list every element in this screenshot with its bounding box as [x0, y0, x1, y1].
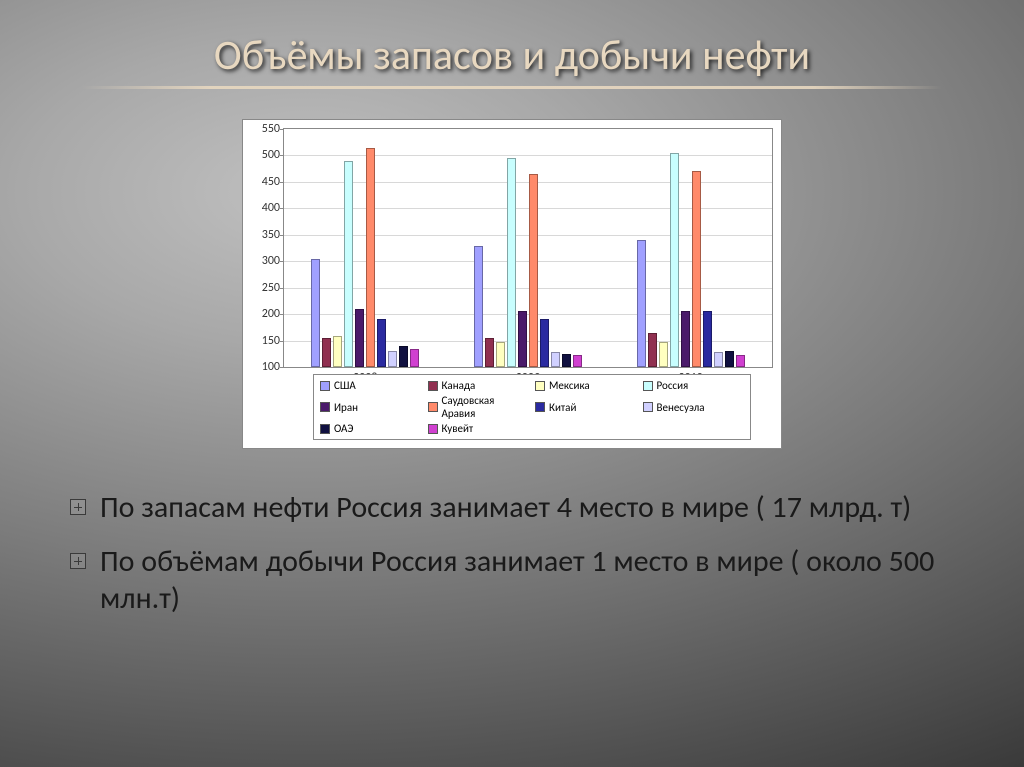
bar: [496, 342, 505, 367]
bar: [540, 319, 549, 367]
list-item: По запасам нефти Россия занимает 4 место…: [70, 489, 954, 527]
legend-item: Иран: [320, 394, 422, 420]
legend-item: США: [320, 379, 422, 392]
bar-group: 2009: [447, 129, 610, 367]
legend-swatch: [643, 402, 653, 412]
legend-label: Мексика: [549, 379, 590, 392]
page-title: Объёмы запасов и добычи нефти: [0, 0, 1024, 86]
bar: [311, 259, 320, 367]
legend-label: Китай: [549, 401, 576, 414]
legend-item: Мексика: [535, 379, 637, 392]
legend-label: Россия: [657, 379, 689, 392]
bar: [474, 246, 483, 367]
bullet-text: По объёмам добычи Россия занимает 1 мест…: [100, 543, 954, 618]
legend-label: США: [334, 379, 356, 392]
bar: [681, 311, 690, 367]
bar: [703, 311, 712, 367]
bar: [507, 158, 516, 367]
bullet-icon: [70, 499, 86, 515]
legend-item: Саудовская Аравия: [428, 394, 530, 420]
bar: [322, 338, 331, 367]
chart-plot-area: 1001502002503003504004505005502008200920…: [283, 128, 773, 368]
legend-item: ОАЭ: [320, 422, 422, 435]
bar: [670, 153, 679, 367]
y-axis-label: 250: [250, 281, 280, 295]
legend-swatch: [320, 402, 330, 412]
y-axis-label: 150: [250, 334, 280, 348]
bar: [485, 338, 494, 367]
legend-swatch: [428, 424, 438, 434]
y-axis-label: 300: [250, 254, 280, 268]
bullet-text: По запасам нефти Россия занимает 4 место…: [100, 489, 911, 527]
bar: [518, 311, 527, 367]
bullet-icon: [70, 553, 86, 569]
legend-swatch: [320, 381, 330, 391]
bar: [659, 342, 668, 367]
y-axis-label: 200: [250, 307, 280, 321]
bar: [388, 351, 397, 367]
legend-swatch: [428, 381, 438, 391]
bar: [573, 355, 582, 367]
legend-item: Канада: [428, 379, 530, 392]
legend-label: Венесуэла: [657, 401, 705, 414]
bar: [377, 319, 386, 367]
y-axis-label: 500: [250, 148, 280, 162]
y-axis-label: 550: [250, 122, 280, 136]
bar-group: 2008: [284, 129, 447, 367]
legend-swatch: [643, 381, 653, 391]
bar: [366, 148, 375, 367]
bar: [648, 333, 657, 367]
bar: [333, 336, 342, 367]
legend-swatch: [535, 402, 545, 412]
bullet-list: По запасам нефти Россия занимает 4 место…: [70, 489, 954, 618]
y-axis-label: 450: [250, 175, 280, 189]
title-underline: [82, 86, 942, 89]
y-axis-label: 350: [250, 228, 280, 242]
legend-label: Саудовская Аравия: [442, 394, 530, 420]
bar: [714, 352, 723, 367]
legend-label: ОАЭ: [334, 422, 353, 435]
legend-swatch: [320, 424, 330, 434]
legend-label: Канада: [442, 379, 476, 392]
list-item: По объёмам добычи Россия занимает 1 мест…: [70, 543, 954, 618]
legend-item: Россия: [643, 379, 745, 392]
bar: [725, 351, 734, 367]
bar: [399, 346, 408, 367]
legend-swatch: [535, 381, 545, 391]
bar: [529, 174, 538, 367]
bar: [344, 161, 353, 367]
bar: [551, 352, 560, 367]
bar-group: 2010: [609, 129, 772, 367]
legend-label: Иран: [334, 401, 358, 414]
bar: [562, 354, 571, 367]
y-axis-label: 400: [250, 201, 280, 215]
oil-chart: 100 150 200 250 300 350 400 450 500 550 2008200920…: [242, 119, 782, 449]
bar: [410, 349, 419, 368]
legend-item: Кувейт: [428, 422, 530, 435]
bar: [692, 171, 701, 367]
legend-item: Китай: [535, 394, 637, 420]
bar: [637, 240, 646, 367]
legend-swatch: [428, 402, 438, 412]
bar: [355, 309, 364, 367]
bar: [736, 355, 745, 367]
legend-label: Кувейт: [442, 422, 474, 435]
legend-item: Венесуэла: [643, 394, 745, 420]
y-axis-label: 100: [250, 360, 280, 374]
chart-legend: США Канада Мексика Россия Иран Саудовская Ара…: [313, 374, 751, 440]
